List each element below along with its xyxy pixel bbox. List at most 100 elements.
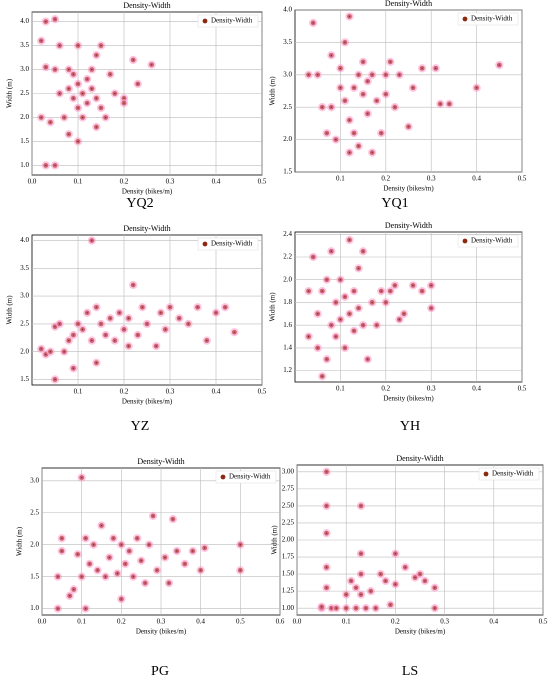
point xyxy=(37,344,46,354)
point xyxy=(358,57,368,66)
point xyxy=(53,572,63,581)
y-axis-label: Width (m) xyxy=(16,526,24,556)
point xyxy=(386,600,395,609)
point xyxy=(96,41,106,50)
point xyxy=(184,319,193,329)
point xyxy=(417,286,427,296)
legend-label: Density-Width xyxy=(229,473,271,481)
x-tick-label: 0.1 xyxy=(336,385,345,393)
x-tick-label: 0.5 xyxy=(236,618,245,626)
point xyxy=(445,99,454,109)
x-tick-label: 0.1 xyxy=(77,618,86,626)
caption: PG xyxy=(151,664,169,679)
point xyxy=(147,60,156,69)
point xyxy=(340,96,350,105)
point xyxy=(211,308,221,317)
y-tick-label: 1.25 xyxy=(282,587,295,595)
x-tick-label: 0.4 xyxy=(489,618,498,626)
legend-box xyxy=(457,234,519,248)
point xyxy=(427,303,436,313)
point xyxy=(317,602,326,611)
point xyxy=(57,546,66,556)
y-tick-label: 2.50 xyxy=(282,502,295,510)
point xyxy=(73,103,83,113)
point xyxy=(327,321,336,330)
point xyxy=(81,534,90,543)
point xyxy=(200,543,209,553)
y-tick-label: 2.4 xyxy=(283,230,292,238)
point xyxy=(73,79,83,89)
point xyxy=(420,576,430,586)
x-axis-label: Density (bikes/m) xyxy=(383,395,434,403)
y-tick-label: 2.5 xyxy=(283,103,292,111)
point xyxy=(142,319,152,329)
point xyxy=(377,286,386,296)
point xyxy=(97,521,106,530)
point xyxy=(351,583,361,592)
y-tick-label: 4.0 xyxy=(20,17,29,25)
point xyxy=(172,546,182,556)
point xyxy=(41,62,50,72)
point xyxy=(37,36,46,45)
point xyxy=(152,566,162,575)
y-tick-label: 2.0 xyxy=(283,135,292,143)
y-tick-label: 1.5 xyxy=(283,168,292,176)
point xyxy=(351,604,361,613)
point xyxy=(408,281,418,290)
y-tick-label: 1.50 xyxy=(282,570,295,578)
y-tick-label: 1.0 xyxy=(30,604,39,612)
y-axis-label: Width (m) xyxy=(6,295,14,325)
point xyxy=(331,135,341,144)
legend-box xyxy=(197,237,259,251)
point xyxy=(193,303,202,312)
point xyxy=(46,118,55,127)
point xyxy=(92,303,101,312)
point xyxy=(368,70,377,79)
legend-box xyxy=(197,14,259,28)
point xyxy=(430,604,439,613)
point xyxy=(322,563,331,572)
point xyxy=(376,569,385,579)
legend-marker xyxy=(202,241,208,247)
x-tick-label: 0.4 xyxy=(196,618,205,626)
point xyxy=(368,148,377,157)
point xyxy=(327,103,336,112)
point xyxy=(404,122,413,131)
point xyxy=(349,128,359,138)
point xyxy=(78,89,87,98)
y-tick-label: 3.0 xyxy=(30,476,39,484)
point xyxy=(92,122,101,132)
x-tick-label: 0.0 xyxy=(38,618,47,626)
point xyxy=(50,65,60,74)
point xyxy=(109,534,118,543)
point xyxy=(366,586,375,596)
point xyxy=(137,556,146,565)
x-tick-label: 0.1 xyxy=(342,618,351,626)
y-tick-label: 1.4 xyxy=(283,344,292,352)
y-tick-label: 2.5 xyxy=(20,319,29,327)
point xyxy=(55,41,64,50)
point xyxy=(50,161,60,170)
x-tick-label: 0.1 xyxy=(74,388,83,396)
point xyxy=(83,98,92,108)
point xyxy=(318,103,327,112)
point xyxy=(89,540,98,549)
x-axis-label: Density (bikes/m) xyxy=(395,628,446,636)
point xyxy=(202,336,211,345)
point xyxy=(188,546,197,556)
point xyxy=(322,467,331,476)
caption: YQ2 xyxy=(126,196,153,211)
point xyxy=(427,281,436,290)
point xyxy=(495,60,504,70)
point xyxy=(372,321,381,330)
point xyxy=(60,113,69,122)
point xyxy=(92,50,101,60)
point xyxy=(101,113,110,122)
point xyxy=(395,315,404,324)
point xyxy=(138,303,147,312)
x-tick-label: 0.1 xyxy=(74,178,83,186)
chart-title: Density-Width xyxy=(385,0,432,8)
y-tick-label: 2.0 xyxy=(30,540,39,548)
point xyxy=(133,330,142,340)
